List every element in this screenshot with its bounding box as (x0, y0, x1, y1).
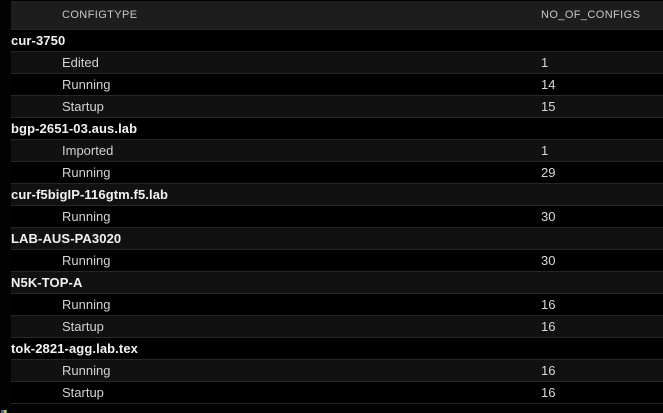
table-row[interactable]: Running 30 (11, 249, 663, 271)
configtype-cell: Running (62, 363, 111, 378)
no-of-configs-cell: 1 (541, 55, 549, 70)
no-of-configs-cell: 15 (541, 99, 556, 114)
no-of-configs-cell: 1 (541, 143, 549, 158)
configtype-cell: Startup (62, 319, 104, 334)
group-row-device[interactable]: bgp-2651-03.aus.lab (11, 117, 663, 139)
device-name: cur-f5bigIP-116gtm.f5.lab (11, 187, 169, 202)
no-of-configs-cell: 16 (541, 385, 556, 400)
no-of-configs-cell: 29 (541, 165, 556, 180)
corner-pixel (5, 410, 7, 413)
configtype-cell: Startup (62, 385, 104, 400)
table-row[interactable]: Running 30 (11, 205, 663, 227)
corner-pixel (1, 410, 3, 413)
configtype-cell: Startup (62, 99, 104, 114)
table-row[interactable]: Imported 1 (11, 139, 663, 161)
column-header-configtype[interactable]: CONFIGTYPE (62, 9, 138, 21)
group-row-device[interactable]: cur-f5bigIP-116gtm.f5.lab (11, 183, 663, 205)
device-name: LAB-AUS-PA3020 (11, 231, 122, 246)
configtype-cell: Running (62, 209, 111, 224)
device-name: bgp-2651-03.aus.lab (11, 121, 138, 136)
no-of-configs-cell: 30 (541, 253, 556, 268)
table-bottom-border (11, 403, 663, 404)
configtype-cell: Running (62, 253, 111, 268)
table-row[interactable]: Running 16 (11, 293, 663, 315)
device-name: N5K-TOP-A (11, 275, 83, 290)
table-row[interactable]: Startup 16 (11, 381, 663, 403)
no-of-configs-cell: 16 (541, 319, 556, 334)
table-row[interactable]: Startup 16 (11, 315, 663, 337)
table-row[interactable]: Running 16 (11, 359, 663, 381)
table-body: cur-3750 Edited 1 Running 14 Startup 15 bgp-265… (0, 29, 663, 403)
configtype-cell: Running (62, 165, 111, 180)
group-row-device[interactable]: LAB-AUS-PA3020 (11, 227, 663, 249)
table-header-row: CONFIGTYPE NO_OF_CONFIGS (11, 1, 663, 29)
corner-pixel (4, 410, 6, 413)
column-header-no-of-configs[interactable]: NO_OF_CONFIGS (541, 9, 641, 21)
corner-pixel (2, 410, 4, 413)
table-row[interactable]: Running 29 (11, 161, 663, 183)
no-of-configs-cell: 14 (541, 77, 556, 92)
no-of-configs-cell: 16 (541, 297, 556, 312)
no-of-configs-cell: 16 (541, 363, 556, 378)
table-row[interactable]: Running 14 (11, 73, 663, 95)
table-row[interactable]: Startup 15 (11, 95, 663, 117)
configtype-cell: Running (62, 77, 111, 92)
configtype-cell: Running (62, 297, 111, 312)
group-row-device[interactable]: N5K-TOP-A (11, 271, 663, 293)
device-name: tok-2821-agg.lab.tex (11, 341, 138, 356)
corner-pixel-artifact (1, 410, 7, 413)
configtype-cell: Edited (62, 55, 99, 70)
group-row-device[interactable]: cur-3750 (11, 29, 663, 51)
group-row-device[interactable]: tok-2821-agg.lab.tex (11, 337, 663, 359)
no-of-configs-cell: 30 (541, 209, 556, 224)
device-name: cur-3750 (11, 33, 66, 48)
configtype-cell: Imported (62, 143, 114, 158)
table-row[interactable]: Edited 1 (11, 51, 663, 73)
